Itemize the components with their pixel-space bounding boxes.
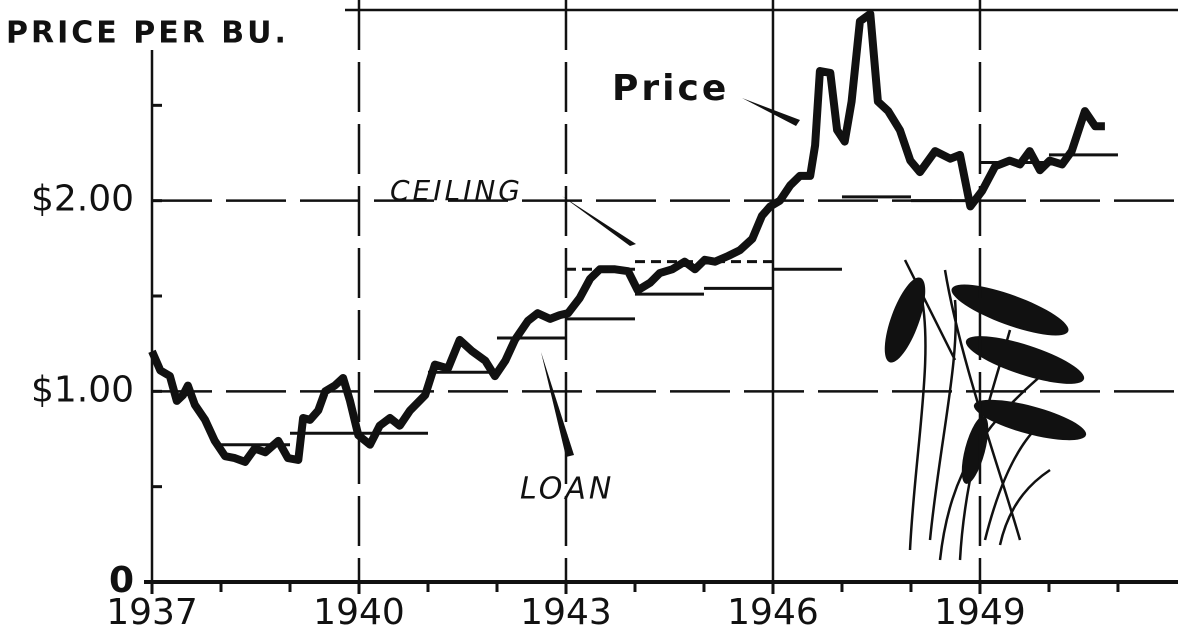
- ceiling-pointer: [562, 196, 636, 246]
- loan-pointer: [541, 352, 574, 457]
- price-pointer: [742, 98, 800, 126]
- y-tick-label: $1.00: [31, 369, 134, 410]
- chart: PRICE PER BU. 0$1.00$2.00193719401943194…: [0, 0, 1178, 637]
- series-label: Price: [612, 68, 729, 109]
- wheat-heads: [876, 273, 1089, 486]
- series-label: CEILING: [390, 174, 523, 207]
- x-tick-label: 1946: [727, 592, 819, 633]
- x-tick-label: 1937: [106, 592, 198, 633]
- y-tick-label: $2.00: [31, 179, 134, 220]
- chart-title: PRICE PER BU.: [6, 16, 289, 51]
- series-label: LOAN: [520, 472, 614, 507]
- x-tick-label: 1940: [313, 592, 405, 633]
- x-tick-label: 1949: [934, 592, 1026, 633]
- x-tick-label: 1943: [520, 592, 612, 633]
